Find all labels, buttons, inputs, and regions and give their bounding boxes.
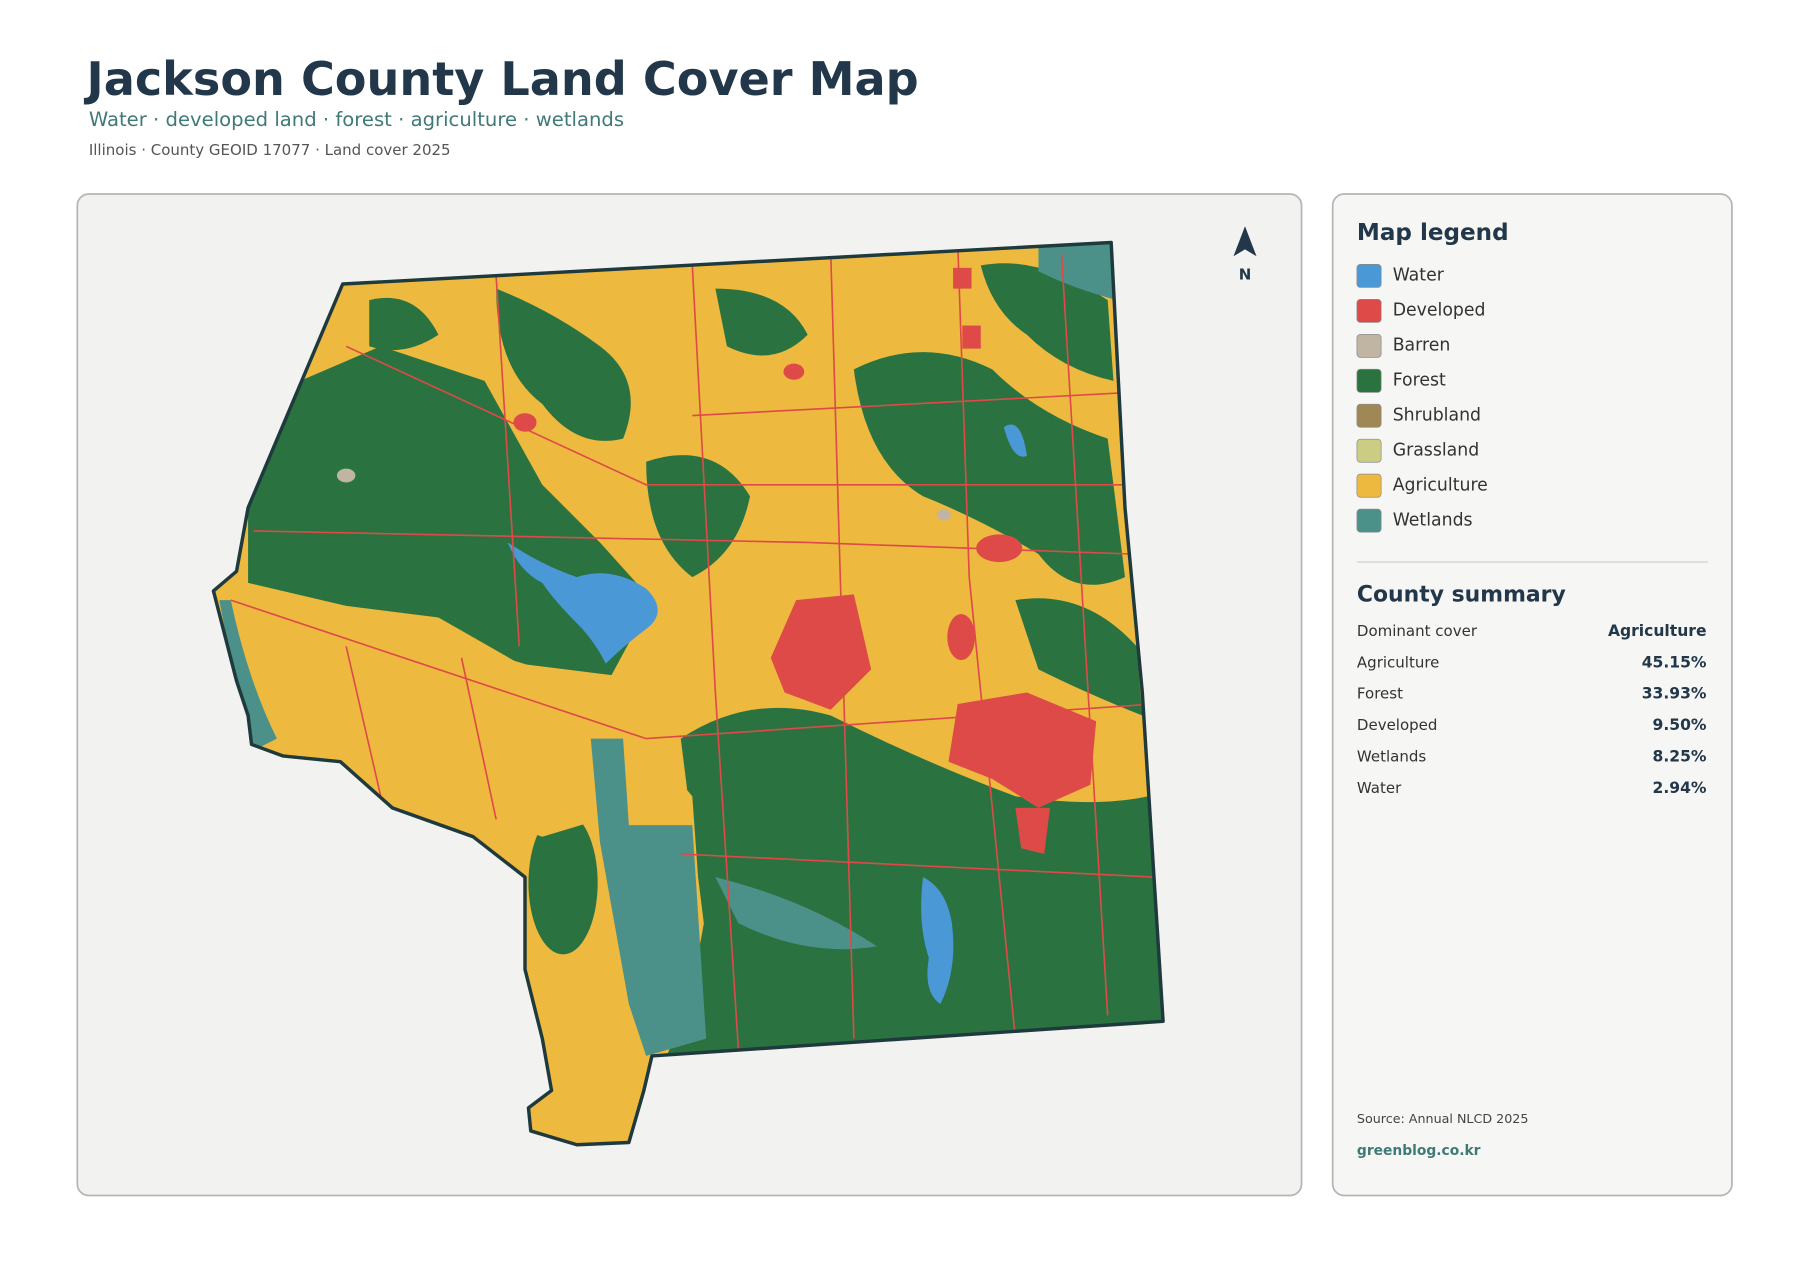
barren-area (336, 468, 356, 483)
north-arrow (1233, 226, 1257, 257)
subtitle: Water · developed land · forest · agricu… (89, 108, 624, 131)
road (956, 242, 1017, 1039)
legend-swatch (1356, 368, 1382, 393)
developed-area (976, 534, 1023, 563)
forest-area (369, 297, 439, 351)
wetlands-area (590, 738, 707, 1056)
road (1060, 253, 1109, 1016)
legend-items: Water Developed Barren Forest Shrubland Grass… (1356, 264, 1488, 533)
developed-area (953, 267, 972, 289)
summary-value: 8.25% (1653, 747, 1707, 765)
road (345, 646, 497, 820)
summary-value: 9.50% (1653, 716, 1707, 734)
legend-label: Wetlands (1393, 510, 1473, 530)
wetlands-area (715, 877, 877, 950)
forest-area (496, 288, 631, 441)
summary-label: Developed (1357, 716, 1438, 734)
summary-value: Agriculture (1608, 622, 1707, 640)
summary-value: 33.93% (1642, 685, 1707, 703)
legend-swatch (1356, 438, 1382, 463)
developed-area (962, 325, 981, 349)
legend-label: Forest (1393, 370, 1446, 390)
road (680, 853, 1154, 878)
developed-area (948, 692, 1097, 808)
road (495, 277, 521, 647)
forest-area (853, 352, 1125, 585)
forest-area (1015, 598, 1143, 716)
developed-area (783, 363, 805, 380)
wetlands-area (1038, 242, 1117, 301)
legend-label: Water (1393, 266, 1445, 286)
forest-area (528, 811, 598, 955)
legend-label: Shrubland (1393, 405, 1481, 425)
forest-area (715, 288, 808, 356)
summary-label: Water (1357, 779, 1402, 797)
legend-label: Grassland (1393, 440, 1480, 460)
water-body (507, 542, 658, 664)
legend-label: Agriculture (1393, 475, 1488, 495)
forest-area (666, 707, 1164, 1056)
road (691, 265, 740, 1051)
legend-panel (1331, 193, 1733, 1197)
road (253, 530, 1131, 555)
legend-swatch (1356, 264, 1382, 288)
title: Jackson County Land Cover Map (84, 52, 919, 106)
road (230, 599, 1154, 740)
summary-rows: Dominant cover Agriculture Agriculture 45.1… (1357, 622, 1707, 797)
summary-label: Dominant cover (1357, 622, 1478, 640)
summary-label: Forest (1357, 685, 1403, 703)
summary-label: Agriculture (1357, 653, 1440, 671)
road (345, 345, 1131, 486)
forest-area (980, 263, 1114, 381)
county-map (213, 242, 1164, 1145)
roads (230, 242, 1154, 1051)
source: Source: Annual NLCD 2025 (1357, 1111, 1529, 1126)
summary-label: Wetlands (1357, 747, 1426, 765)
wetlands-area (219, 600, 277, 751)
water-body (1003, 424, 1027, 457)
legend-label: Barren (1393, 335, 1451, 355)
site: greenblog.co.kr (1357, 1143, 1481, 1159)
legend-swatch (1356, 333, 1382, 358)
summary-title: County summary (1357, 582, 1566, 607)
road (829, 253, 855, 1039)
barren-area (936, 509, 951, 521)
legend-title: Map legend (1357, 220, 1509, 246)
road (692, 391, 1131, 417)
summary-value: 2.94% (1653, 779, 1707, 797)
water-body (921, 877, 954, 1004)
developed-area (1015, 807, 1050, 854)
agriculture-area (219, 590, 699, 878)
forest-area (646, 455, 750, 578)
developed-area (770, 594, 872, 710)
developed-area (947, 614, 975, 661)
legend-swatch (1356, 508, 1382, 533)
meta: Illinois · County GEOID 17077 · Land cov… (89, 141, 451, 159)
north-label: N (1239, 265, 1252, 283)
legend-swatch (1356, 298, 1382, 323)
legend-swatch (1356, 473, 1382, 498)
legend-label: Developed (1393, 301, 1486, 321)
summary-value: 45.15% (1642, 653, 1707, 671)
county-outline (211, 240, 1165, 1147)
legend-swatch (1356, 403, 1382, 428)
